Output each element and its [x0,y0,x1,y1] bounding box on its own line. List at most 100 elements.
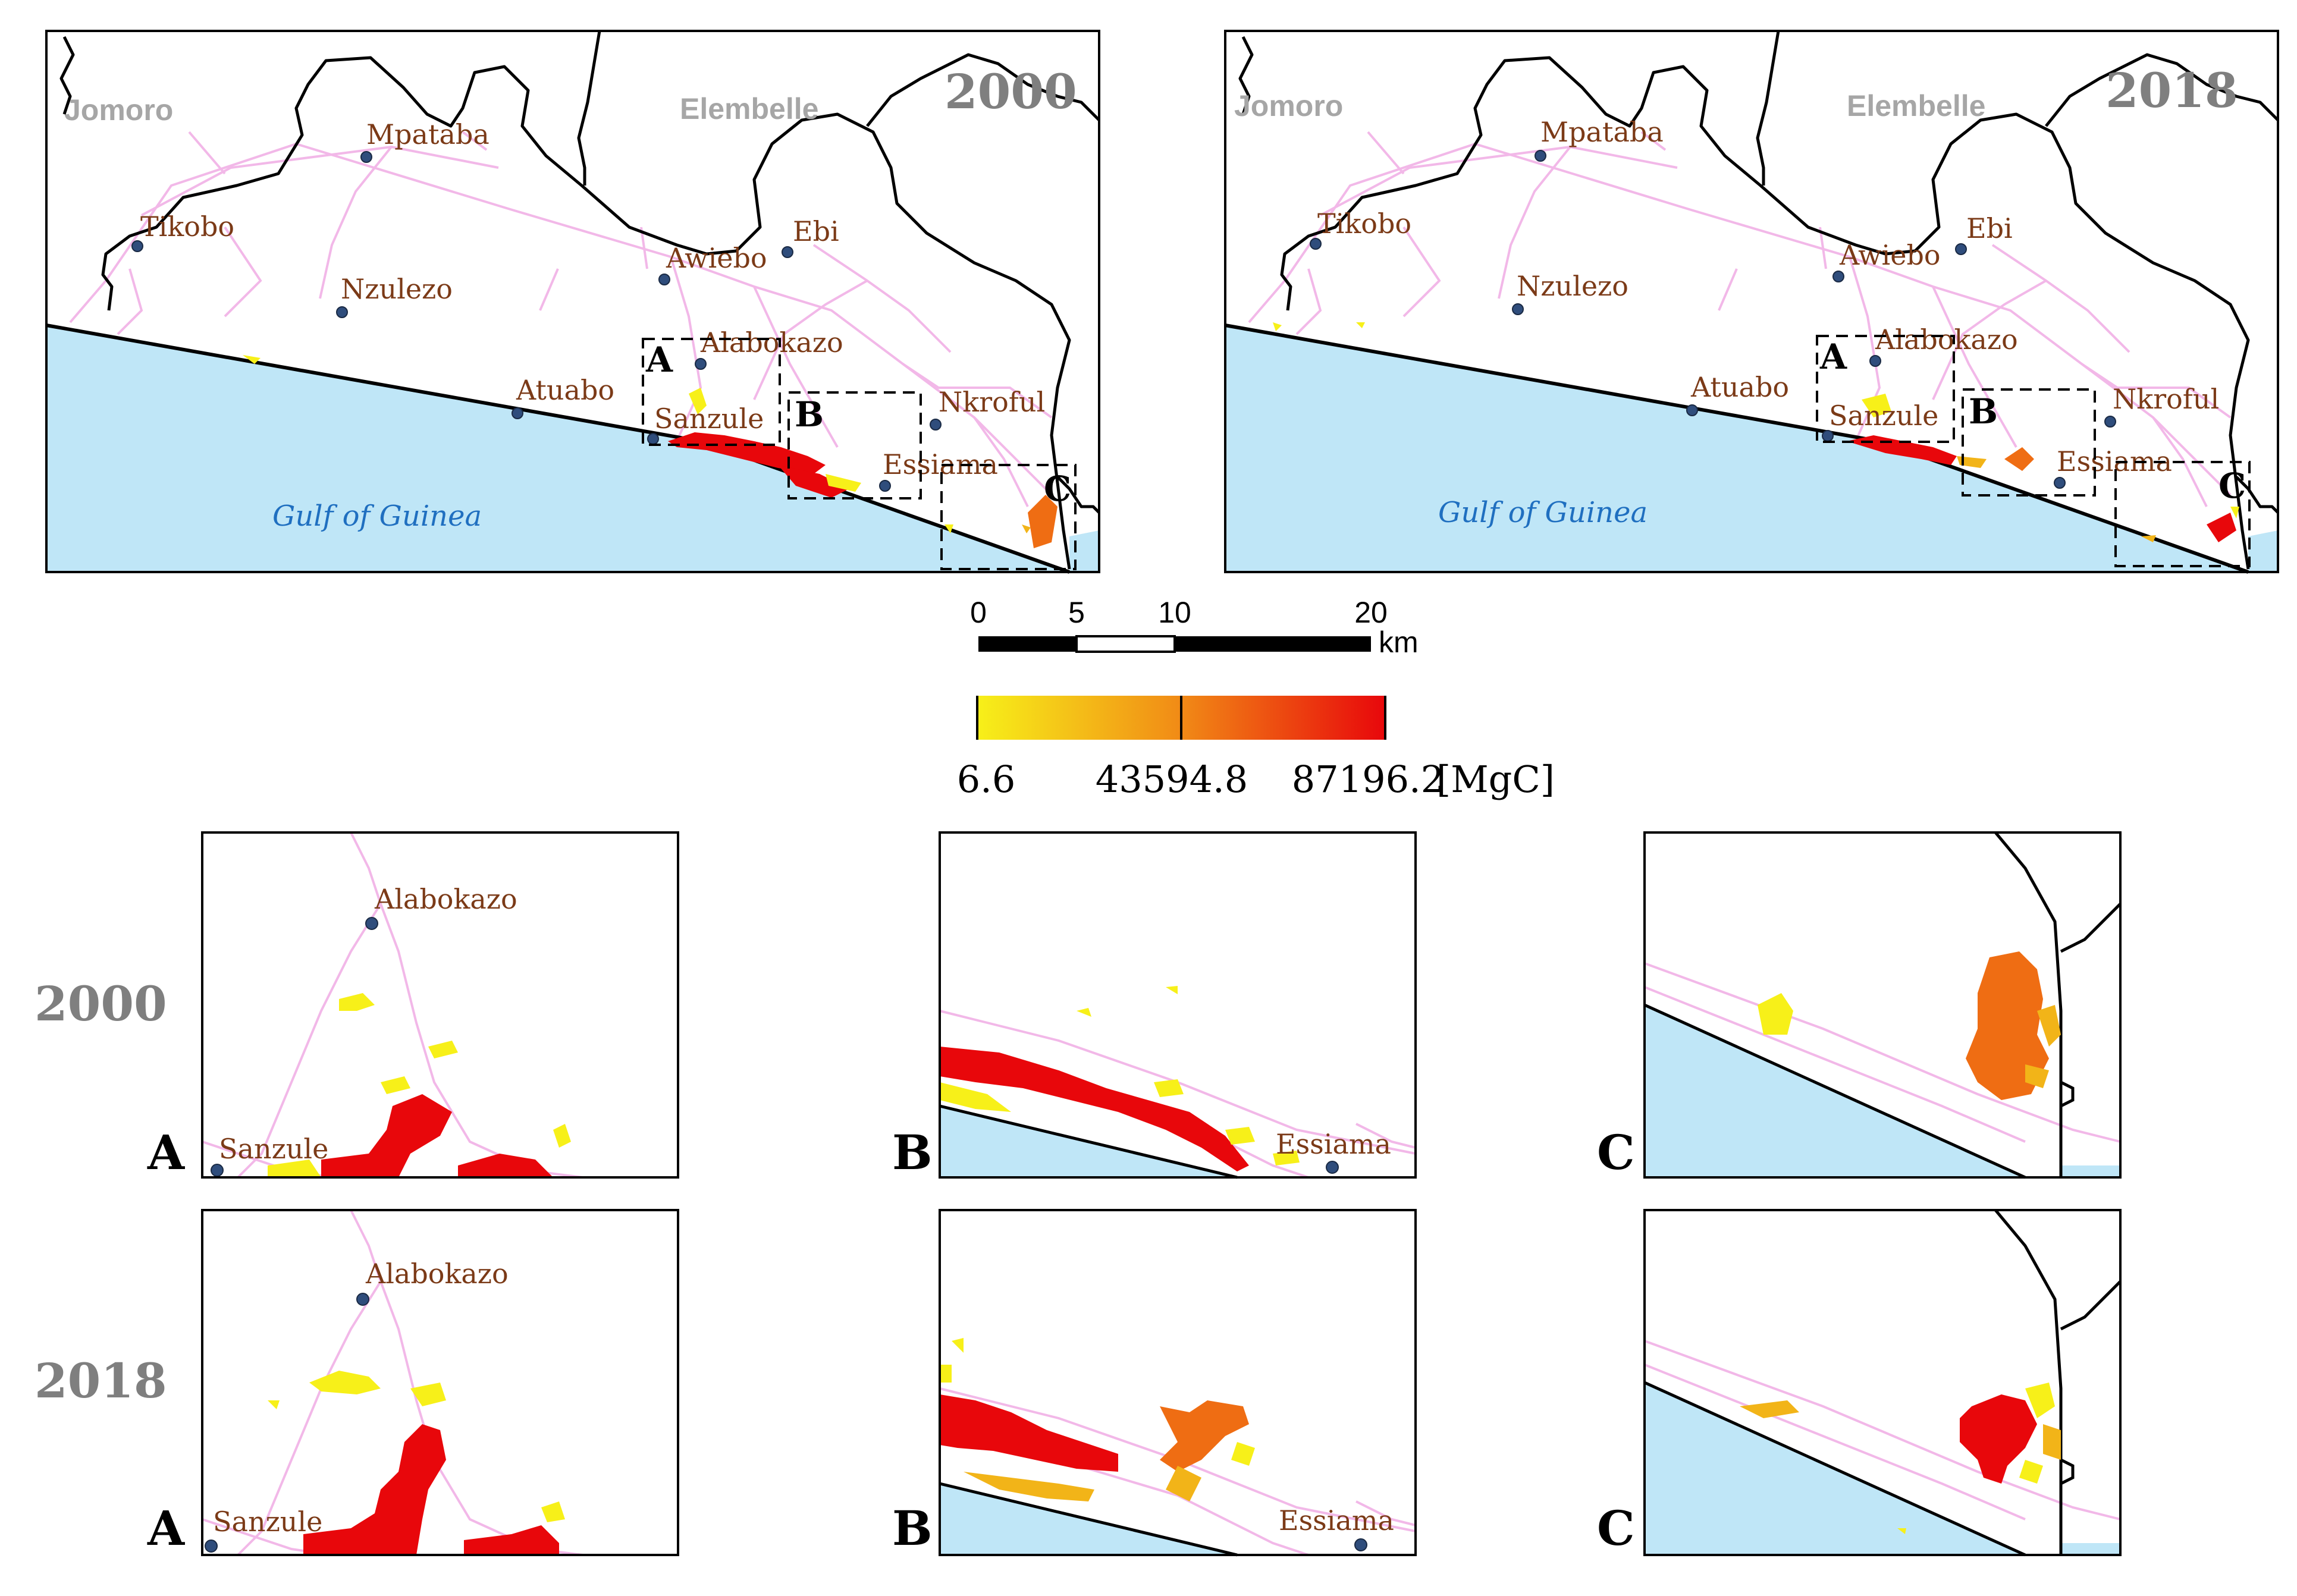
legend: 6.6 43594.8 87196.2 [MgC] [957,696,1555,801]
map-frame [1224,30,2279,573]
town-dot-nzulezo [336,306,348,318]
district-label-west: Jomoro [64,93,173,127]
town-label-essiama: Essiama [883,448,998,480]
town-dot-alabokazo [695,358,707,370]
inset-frame [1643,831,2122,1179]
town-dot-alabokazo [356,1293,369,1306]
district-label-east: Elembelle [1847,89,1985,122]
town-markers [131,151,942,492]
inset-letter-a-2000: A [147,1124,185,1180]
town-dot-mpataba [1535,150,1546,162]
inset-frame [1643,1209,2122,1556]
town-dot-essiama [2054,477,2066,489]
town-dot-sanzule [211,1164,224,1177]
town-label-sanzule: Sanzule [219,1133,328,1165]
town-label-ebi: Ebi [793,215,839,247]
zoom-box-b-letter: B [1969,391,1998,432]
carbon-patches [268,1371,565,1555]
scale-tick-0: 0 [970,596,987,629]
carbon-patches [940,986,1300,1171]
zoom-box-b [787,391,922,499]
town-dot-alabokazo [365,917,378,930]
zoom-box-c [2114,461,2251,567]
town-dot-ebi [782,246,793,258]
main-map-2018: Jomoro Elembelle 2018 Gulf of Guinea Mpa… [1225,31,2278,572]
carbon-patches [940,1338,1255,1501]
town-label-sanzule: Sanzule [1829,400,1938,432]
inset-a-2000: Alabokazo Sanzule [201,831,679,1179]
inset-letter-b-2000: B [892,1124,933,1180]
scale-tick-10: 10 [1158,596,1191,629]
inset-b-2000: Essiama [940,832,1416,1177]
legend-unit: [MgC] [1436,758,1555,801]
town-dot-mpataba [360,151,372,163]
town-label-essiama: Essiama [2057,445,2172,477]
town-label-sanzule: Sanzule [213,1506,322,1538]
zoom-box-c-letter: C [2218,466,2246,506]
inset-a-2018: Alabokazo Sanzule [201,1209,679,1556]
map-year-label: 2018 [2105,62,2238,118]
town-dot-essiama [879,480,891,492]
town-label-alabokazo: Alabokazo [374,883,517,915]
row-year-2000: 2000 [34,976,167,1032]
town-dot-awiebo [1832,271,1844,282]
zoom-box-c-letter: C [1044,469,1071,509]
zoom-boxes [642,338,1077,570]
town-label-atuabo: Atuabo [516,374,614,406]
carbon-patches [268,993,571,1177]
town-dot-tikobo [1310,238,1322,250]
inset-letter-c-2018: C [1597,1500,1635,1556]
inset-frame [201,831,679,1179]
scale-unit: km [1379,626,1419,659]
town-label-essiama: Essiama [1276,1128,1391,1160]
zoom-box-b [1962,388,2096,497]
town-dot-sanzule [205,1540,218,1553]
town-dot-sanzule [1822,430,1834,442]
town-label-sanzule: Sanzule [654,403,764,435]
town-dot-essiama [1326,1161,1339,1174]
town-label-awiebo: Awiebo [666,242,767,274]
town-dot-sanzule [647,433,659,445]
town-dot-alabokazo [1869,355,1881,367]
town-label-mpataba: Mpataba [366,118,489,150]
inset-letter-b-2018: B [892,1500,933,1556]
town-dot-essiama [1354,1538,1367,1551]
town-label-alabokazo: Alabokazo [365,1258,509,1290]
main-map-2000: Jomoro Elembelle 2000 Gulf of Guinea Mpa… [46,31,1099,572]
inset-frame [939,831,1417,1179]
town-label-nzulezo: Nzulezo [1517,270,1628,302]
town-markers [1310,150,2116,489]
row-year-2018: 2018 [34,1353,167,1409]
town-label-awiebo: Awiebo [1839,239,1941,271]
zoom-box-a-letter: A [645,340,673,380]
sea-label: Gulf of Guinea [1438,496,1648,529]
town-label-essiama: Essiama [1279,1504,1394,1537]
town-label-alabokazo: Alabokazo [1875,323,2018,356]
scale-seg-0-5 [978,636,1077,652]
district-label-east: Elembelle [680,92,818,125]
map-year-label: 2000 [944,64,1077,120]
town-label-mpataba: Mpataba [1540,116,1664,148]
carbon-patches [1740,1383,2061,1534]
scale-tick-5: 5 [1068,596,1085,629]
town-dot-nkroful [2104,416,2116,428]
town-label-nkroful: Nkroful [939,386,1045,418]
town-label-alabokazo: Alabokazo [700,326,843,359]
legend-min-value: 6.6 [957,758,1016,801]
zoom-box-c [940,464,1077,570]
scale-seg-10-20 [1175,636,1371,652]
town-label-nkroful: Nkroful [2113,383,2219,415]
district-label-west: Jomoro [1234,89,1343,122]
zoom-box-a [642,338,781,446]
scale-tick-20: 20 [1354,596,1388,629]
town-label-tikobo: Tikobo [1317,208,1411,240]
town-label-nzulezo: Nzulezo [341,273,453,305]
inset-frame [201,1209,679,1556]
zoom-box-a [1816,335,1955,443]
town-label-ebi: Ebi [1966,212,2013,244]
town-dot-tikobo [131,240,143,252]
inset-c-2000 [1645,832,2120,1177]
zoom-boxes [1816,335,2251,567]
zoom-box-b-letter: B [795,394,824,435]
town-label-tikobo: Tikobo [140,211,234,243]
